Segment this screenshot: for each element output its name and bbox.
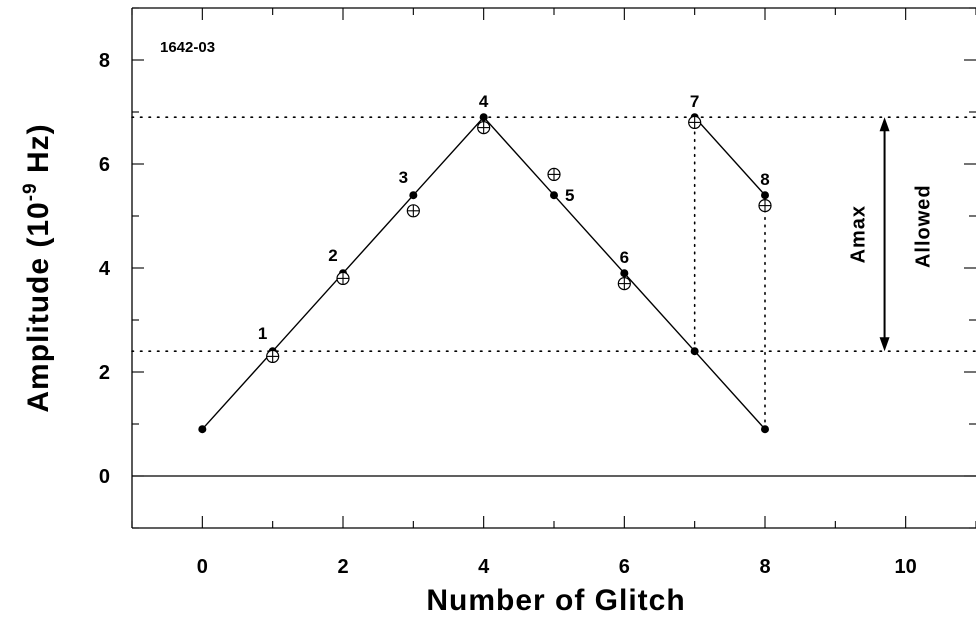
point-label: 3 [399,168,408,187]
x-tick-label: 0 [197,556,208,578]
circle-plus-point [336,271,350,285]
filled-point [550,191,558,200]
panel-label: 1642-03 [160,39,215,56]
filled-point [761,425,769,434]
filled-point [198,425,207,434]
data-layer [198,113,890,434]
amax-arrow-head-up [879,117,890,132]
plot-frame [131,7,976,529]
x-tick-label: 10 [895,556,917,578]
filled-point [409,191,418,200]
circle-plus-point [477,120,491,135]
series-line [201,116,766,430]
y-axis-title-exponent: -9 [20,182,41,201]
filled-point [761,191,769,200]
y-tick-label: 0 [99,466,110,488]
y-tick-label: 4 [99,258,111,280]
point-label: 2 [328,246,337,265]
y-tick-label: 6 [99,154,110,176]
x-tick-label: 2 [337,556,348,578]
point-label: 7 [690,92,699,111]
amax-arrow-head-down [879,337,890,352]
x-tick-label: 8 [759,556,770,578]
point-label: 8 [760,170,769,189]
filled-point [620,269,629,278]
circle-plus-point [758,199,772,213]
y-axis-title: Amplitude (10-9 Hz) [20,123,55,412]
point-label: 1 [258,324,267,343]
circle-plus-point [547,167,561,181]
x-axis-title: Number of Glitch [426,584,685,617]
allowed-label: Allowed [913,184,935,268]
circle-plus-point [406,204,420,218]
reference-lines [131,116,976,477]
point-label: 5 [565,186,574,205]
x-tick-label: 6 [619,556,630,578]
circle-plus-point [688,115,702,130]
y-tick-label: 8 [99,50,110,72]
y-tick-label: 2 [99,362,110,384]
y-axis-title-main: Amplitude (10 [22,201,55,412]
amax-label: Amax [848,205,870,263]
y-axis-title-unit: Hz) [22,123,55,182]
series-line [694,116,766,196]
point-label: 6 [620,248,629,267]
filled-point [479,113,488,122]
x-tick-label: 4 [478,556,490,578]
circle-plus-point [266,349,280,363]
point-label: 4 [479,92,489,111]
labels: 1642-03 Number of Glitch Amplitude (10-9… [20,39,935,617]
filled-point [690,347,699,356]
circle-plus-point [617,277,631,291]
